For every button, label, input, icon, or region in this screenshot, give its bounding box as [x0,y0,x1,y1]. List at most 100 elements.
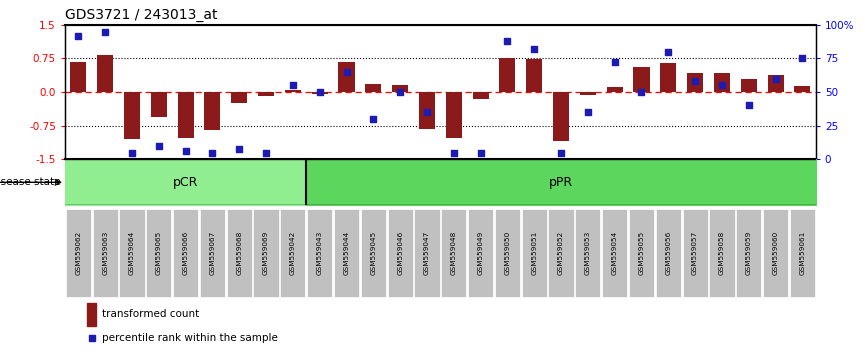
Text: GSM559062: GSM559062 [75,231,81,275]
Text: GSM559067: GSM559067 [210,231,216,275]
Text: transformed count: transformed count [102,309,200,319]
FancyBboxPatch shape [521,209,546,297]
Point [71,33,85,38]
Bar [606,87,623,92]
FancyBboxPatch shape [334,209,359,297]
Bar [312,92,327,94]
Bar [767,75,784,92]
Bar [527,59,542,92]
Point [769,76,783,81]
Point [688,79,702,84]
Point [125,150,139,155]
Point [393,89,407,95]
Point [662,49,675,55]
Point [339,69,353,75]
Bar [70,62,87,92]
FancyBboxPatch shape [93,209,118,297]
FancyBboxPatch shape [200,209,225,297]
Text: disease state: disease state [0,177,61,187]
Point [205,150,219,155]
FancyBboxPatch shape [173,209,198,297]
Text: GSM559052: GSM559052 [558,231,564,275]
Bar [794,86,811,92]
Text: GSM559056: GSM559056 [665,231,671,275]
Text: GSM559055: GSM559055 [638,231,644,275]
FancyBboxPatch shape [763,209,788,297]
Bar [553,92,569,141]
FancyBboxPatch shape [494,209,520,297]
FancyBboxPatch shape [709,209,734,297]
Bar [204,92,221,130]
Bar [124,92,140,139]
Bar [339,62,354,92]
FancyBboxPatch shape [602,209,627,297]
Point [474,150,488,155]
Point [635,89,649,95]
Bar [473,92,488,99]
Bar [714,73,730,92]
Text: GSM559066: GSM559066 [183,231,189,275]
Bar [87,303,96,326]
Point [608,59,622,65]
Text: GSM559042: GSM559042 [290,231,296,275]
Text: GSM559068: GSM559068 [236,231,242,275]
Text: GSM559047: GSM559047 [424,231,430,275]
Point [715,82,729,88]
FancyBboxPatch shape [66,209,91,297]
FancyBboxPatch shape [146,209,171,297]
Text: percentile rank within the sample: percentile rank within the sample [102,333,278,343]
Text: GSM559045: GSM559045 [371,231,377,275]
Text: GDS3721 / 243013_at: GDS3721 / 243013_at [65,8,217,22]
Bar [285,90,301,92]
Point [178,148,192,154]
FancyBboxPatch shape [656,209,681,297]
Point [286,82,300,88]
Text: GSM559059: GSM559059 [746,231,752,275]
FancyBboxPatch shape [388,209,413,297]
FancyBboxPatch shape [468,209,493,297]
Bar [365,84,381,92]
Text: GSM559060: GSM559060 [772,231,779,275]
FancyBboxPatch shape [307,209,333,297]
Point [581,109,595,115]
Text: GSM559049: GSM559049 [477,231,483,275]
FancyBboxPatch shape [548,209,573,297]
Text: pCR: pCR [173,176,198,189]
Text: GSM559057: GSM559057 [692,231,698,275]
FancyBboxPatch shape [629,209,654,297]
FancyBboxPatch shape [227,209,252,297]
FancyBboxPatch shape [361,209,386,297]
Text: GSM559050: GSM559050 [504,231,510,275]
Bar [687,73,703,92]
Point [501,38,514,44]
Text: GSM559063: GSM559063 [102,231,108,275]
Text: GSM559054: GSM559054 [611,231,617,275]
Bar [633,67,650,92]
Point [232,146,246,152]
Point [420,109,434,115]
Text: GSM559053: GSM559053 [585,231,591,275]
Text: GSM559061: GSM559061 [799,231,805,275]
Bar [258,92,275,96]
Bar [178,92,194,138]
FancyBboxPatch shape [254,209,279,297]
Bar [151,92,167,117]
Text: GSM559043: GSM559043 [317,231,323,275]
Text: GSM559058: GSM559058 [719,231,725,275]
Bar [231,92,248,103]
FancyBboxPatch shape [281,209,306,297]
Bar [419,92,435,129]
Text: GSM559048: GSM559048 [451,231,456,275]
Text: GSM559051: GSM559051 [531,231,537,275]
Text: pPR: pPR [549,176,573,189]
Point [742,103,756,108]
Point [554,150,568,155]
Bar [740,80,757,92]
Bar [446,92,462,138]
Point [98,29,112,34]
Bar [660,63,676,92]
FancyBboxPatch shape [736,209,761,297]
Point [447,150,461,155]
Point [527,46,541,52]
Bar [580,92,596,95]
